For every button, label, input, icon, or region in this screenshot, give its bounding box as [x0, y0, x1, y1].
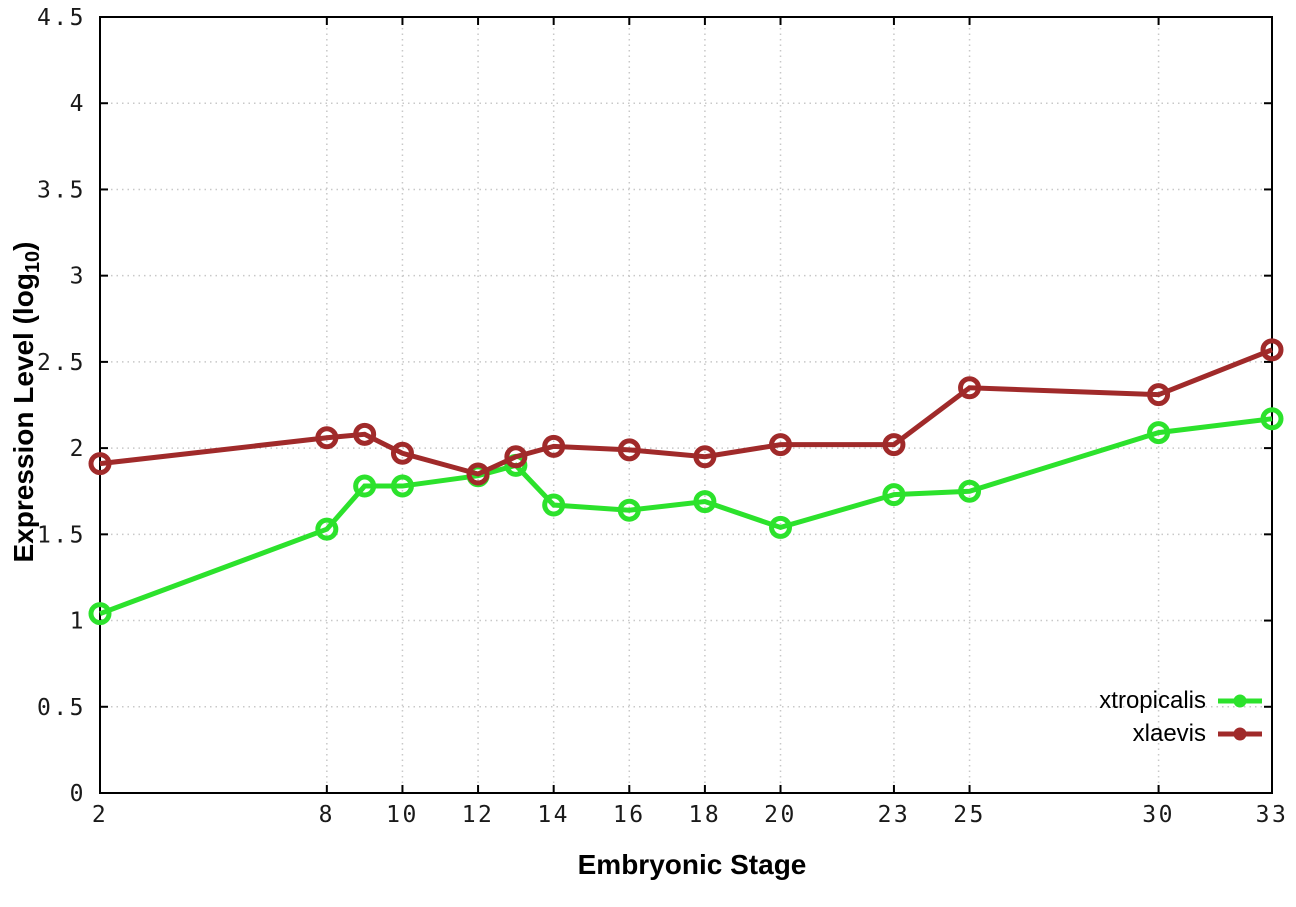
- data-point-marker: [1260, 338, 1284, 362]
- plot-border: [99, 16, 1273, 794]
- y-tick-label: 0: [70, 781, 86, 807]
- data-point-marker: [390, 474, 414, 498]
- y-tick-label: 0.5: [37, 695, 86, 721]
- data-point-marker: [882, 483, 906, 507]
- data-point-marker: [315, 517, 339, 541]
- data-point-marker: [1147, 421, 1171, 445]
- data-point-marker: [353, 422, 377, 446]
- y-axis-title-main: Expression Level (log: [8, 273, 39, 563]
- legend-marker-ring: [1233, 694, 1247, 707]
- x-tick-label: 23: [878, 802, 911, 828]
- data-point-marker: [1147, 383, 1171, 407]
- y-axis-title-close: ): [8, 241, 39, 251]
- tick-marks: [99, 16, 1273, 794]
- legend-sample-xtropicalis: [1218, 689, 1262, 713]
- series-line-xtropicalis: [99, 416, 1273, 617]
- data-point-marker: [542, 434, 566, 458]
- x-tick-label: 33: [1256, 802, 1289, 828]
- data-point-marker: [353, 474, 377, 498]
- x-tick-label: 18: [689, 802, 722, 828]
- data-point-marker: [617, 498, 641, 522]
- legend-item-xlaevis: xlaevis: [1099, 717, 1262, 750]
- series-line-xlaevis: [99, 347, 1273, 477]
- legend-sample-xlaevis: [1218, 722, 1262, 746]
- x-tick-label: 8: [319, 802, 335, 828]
- data-point-marker: [958, 376, 982, 400]
- data-point-marker: [1260, 407, 1284, 431]
- y-tick-label: 1: [70, 609, 86, 635]
- x-axis-title: Embryonic Stage: [577, 849, 807, 880]
- data-point-marker: [693, 490, 717, 514]
- data-point-marker: [390, 441, 414, 465]
- series-xlaevis: [88, 338, 1284, 486]
- legend-marker-ring: [1233, 727, 1247, 740]
- x-tick-label: 25: [953, 802, 986, 828]
- legend-item-xtropicalis: xtropicalis: [1099, 684, 1262, 717]
- data-point-marker: [88, 452, 112, 476]
- legend-label-xlaevis: xlaevis: [1132, 719, 1206, 747]
- legend: xtropicalis xlaevis: [1099, 684, 1262, 750]
- x-tick-label: 2: [92, 802, 108, 828]
- data-point-marker: [542, 493, 566, 517]
- data-point-marker: [466, 462, 490, 486]
- tick-labels: 2 8 10 12 14 16 18 20 23 25 30 33 0 0.5 1 1.5 2 2.5 3 3.5 4 4…: [37, 5, 1289, 828]
- x-tick-label: 14: [537, 802, 570, 828]
- data-point-marker: [315, 426, 339, 450]
- x-tick-label: 12: [462, 802, 495, 828]
- data-point-marker: [88, 602, 112, 626]
- y-tick-label: 4.5: [37, 5, 86, 31]
- legend-label-xtropicalis: xtropicalis: [1099, 686, 1206, 714]
- y-axis-title: Expression Level (log10): [8, 241, 44, 563]
- x-tick-label: 30: [1142, 802, 1175, 828]
- data-point-marker: [693, 445, 717, 469]
- data-point-marker: [769, 433, 793, 457]
- series-xtropicalis: [88, 407, 1284, 626]
- y-axis-title-subscript: 10: [21, 250, 44, 274]
- y-tick-label: 4: [70, 91, 86, 117]
- y-tick-label: 3: [70, 264, 86, 290]
- data-point-marker: [882, 433, 906, 457]
- y-tick-label: 1.5: [37, 522, 86, 548]
- data-point-marker: [769, 515, 793, 539]
- data-point-marker: [958, 479, 982, 503]
- x-tick-label: 20: [764, 802, 797, 828]
- x-tick-label: 16: [613, 802, 646, 828]
- data-point-marker: [504, 445, 528, 469]
- y-tick-label: 2.5: [37, 350, 86, 376]
- y-tick-label: 3.5: [37, 177, 86, 203]
- gridlines: [99, 16, 1273, 794]
- y-tick-label: 2: [70, 436, 86, 462]
- x-tick-label: 10: [386, 802, 419, 828]
- data-point-marker: [617, 438, 641, 462]
